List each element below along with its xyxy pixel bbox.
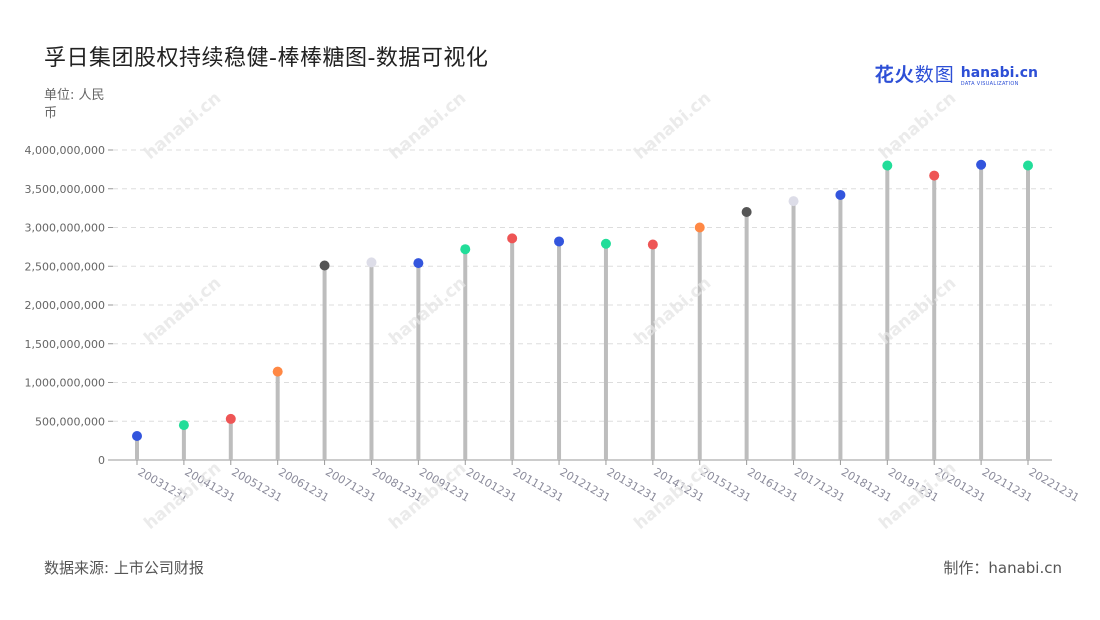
x-tick-label: 20081231	[370, 465, 425, 504]
logo-cn-b: 数图	[914, 64, 955, 86]
lollipop-dot	[647, 239, 658, 250]
y-axis-ticks: 0 500,000,000 1,000,000,000 1,500,000,000 2,…	[25, 144, 1052, 467]
unit-label: 单位: 人民币	[44, 88, 105, 121]
x-tick-label: 20041231	[182, 465, 237, 504]
lollipop-dot	[976, 159, 987, 170]
lollipop-dot	[460, 244, 471, 255]
grid-layer	[113, 149, 1052, 422]
lollipop-dot	[319, 260, 330, 271]
x-tick-label: 20091231	[417, 465, 472, 504]
x-tick-label: 20201231	[933, 465, 988, 504]
logo-chinese: 花火数图	[875, 60, 955, 87]
y-tick-label: 2,000,000,000	[25, 299, 105, 312]
x-tick-label: 20061231	[276, 465, 331, 504]
lollipop-dot	[600, 238, 611, 249]
logo-en-name: hanabi.cn	[960, 65, 1038, 81]
data-source: 数据来源: 上市公司财报	[44, 559, 204, 577]
x-tick-label: 20111231	[511, 465, 566, 504]
sticks-layer	[135, 164, 1030, 460]
x-tick-label: 20151231	[698, 465, 753, 504]
y-tick-label: 0	[98, 454, 105, 467]
chart-title: 孚日集团股权持续稳健-棒棒糖图-数据可视化	[44, 46, 489, 71]
y-tick-label: 1,000,000,000	[25, 377, 105, 390]
y-tick-label: 3,000,000,000	[25, 222, 105, 235]
lollipop-dot	[554, 236, 565, 247]
logo-cn-a: 花火	[874, 64, 915, 86]
y-tick-label: 2,500,000,000	[25, 260, 105, 273]
x-tick-label: 20191231	[886, 465, 941, 504]
lollipop-dot	[1023, 160, 1033, 171]
x-tick-label: 20131231	[604, 465, 659, 504]
x-tick-label: 20031231	[136, 465, 191, 504]
lollipop-dot	[835, 189, 846, 200]
lollipop-dot	[741, 207, 752, 217]
x-tick-label: 20121231	[558, 465, 613, 504]
lollipop-dot	[178, 420, 189, 431]
lollipop-dot	[272, 366, 283, 377]
lollipop-dot	[132, 430, 142, 441]
lollipop-dot	[788, 196, 799, 207]
y-tick-label: 4,000,000,000	[25, 144, 105, 157]
x-tick-label: 20051231	[229, 465, 284, 504]
brand-logo: 花火数图 hanabi.cn DATA VISUALIZATION	[875, 60, 1038, 87]
lollipop-dot	[882, 160, 893, 171]
x-tick-label: 20181231	[839, 465, 894, 504]
logo-en-sub: DATA VISUALIZATION	[960, 81, 1019, 87]
y-tick-label: 3,500,000,000	[25, 183, 105, 196]
x-tick-label: 20211231	[980, 465, 1035, 504]
lollipop-dot	[413, 258, 424, 269]
x-tick-label: 20161231	[745, 465, 800, 504]
x-tick-label: 20141231	[651, 465, 706, 504]
x-tick-label: 20101231	[464, 465, 519, 504]
lollipop-dot	[694, 222, 705, 233]
lollipop-dot	[507, 233, 518, 244]
y-tick-label: 500,000,000	[35, 415, 105, 428]
x-tick-label: 20221231	[1027, 465, 1082, 504]
x-tick-label: 20071231	[323, 465, 378, 504]
lollipop-dot	[225, 413, 236, 424]
credit-text: 制作：hanabi.cn	[943, 559, 1062, 577]
lollipop-dot	[929, 170, 940, 181]
dots-layer	[132, 159, 1033, 441]
y-tick-label: 1,500,000,000	[25, 338, 105, 351]
lollipop-dot	[366, 257, 377, 268]
logo-english: hanabi.cn DATA VISUALIZATION	[961, 66, 1038, 87]
x-axis-ticks: 2003123120041231200512312006123120071231…	[136, 460, 1082, 505]
x-tick-label: 20171231	[792, 465, 847, 504]
